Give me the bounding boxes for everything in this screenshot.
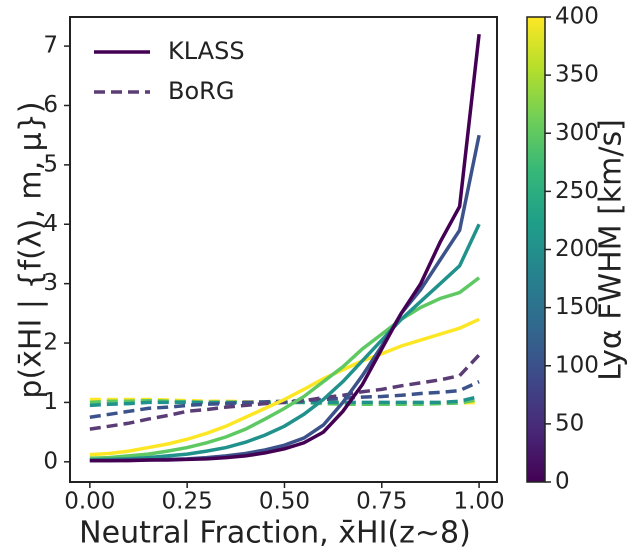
x-tick-label: 0.00	[64, 489, 115, 515]
colorbar-tick-label: 300	[555, 120, 599, 146]
y-tick-label: 0	[43, 448, 58, 474]
series-line	[89, 276, 481, 460]
y-axis-label: p(x̄HI | {f(λ), m, μ})	[14, 101, 49, 398]
series-line	[89, 134, 481, 463]
colorbar-tick-label: 100	[555, 352, 599, 378]
x-tick-label: 0.75	[356, 489, 407, 515]
colorbar-tick-label: 350	[555, 62, 599, 88]
colorbar-tick-label: 250	[555, 178, 599, 204]
colorbar-label: Lyα FWHM [km/s]	[594, 119, 629, 381]
colorbar-tick-label: 200	[555, 236, 599, 262]
plot-frame	[69, 16, 498, 483]
y-tick-label: 1	[43, 389, 58, 415]
y-tick-label: 7	[43, 33, 58, 59]
y-tick-label: 3	[43, 270, 58, 296]
x-tick-label: 1.00	[453, 489, 504, 515]
colorbar-tick-label: 150	[555, 294, 599, 320]
y-tick-label: 5	[43, 151, 58, 177]
y-tick-label: 2	[43, 330, 58, 356]
colorbar-tick-label: 50	[555, 410, 584, 436]
legend-label: KLASS	[168, 37, 245, 65]
series-line	[89, 34, 481, 463]
x-tick-label: 0.50	[259, 489, 310, 515]
y-tick-label: 6	[43, 92, 58, 118]
legend-label: BoRG	[168, 77, 234, 105]
series-line	[89, 223, 481, 462]
colorbar-tick-label: 400	[555, 4, 599, 30]
colorbar	[526, 16, 546, 483]
x-axis-label: Neutral Fraction, x̄HI(z∼8)	[79, 516, 471, 551]
y-tick-label: 4	[43, 211, 58, 237]
series-line	[89, 353, 481, 431]
x-tick-label: 0.25	[162, 489, 213, 515]
series-line	[89, 317, 480, 457]
colorbar-tick-label: 0	[555, 469, 570, 495]
